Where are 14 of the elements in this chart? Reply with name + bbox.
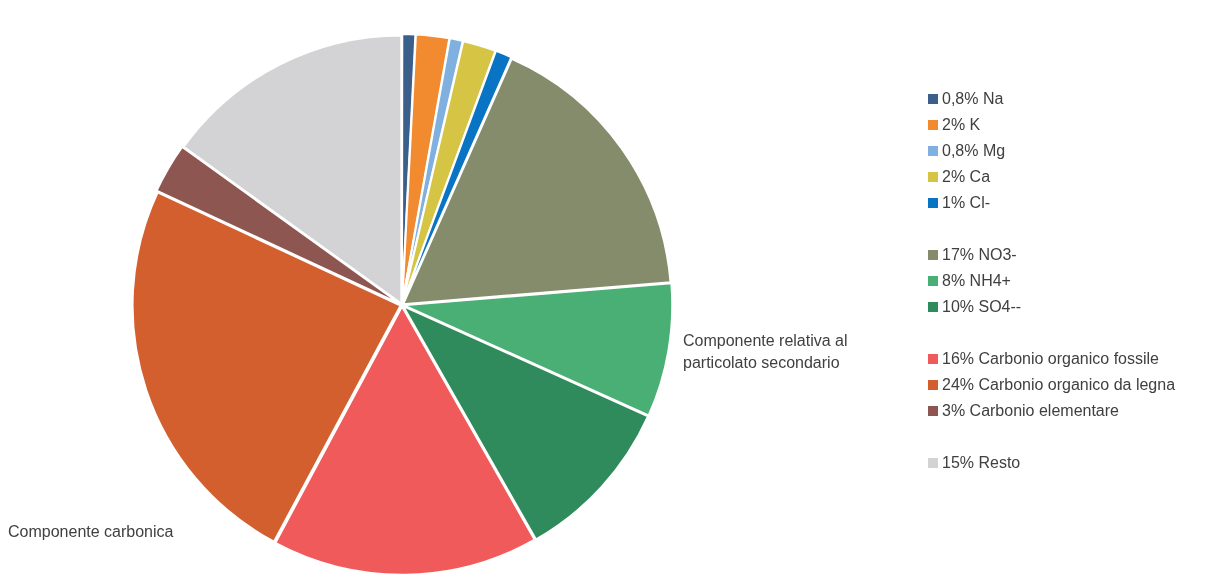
legend-label: 3% Carbonio elementare bbox=[942, 401, 1119, 421]
legend-label: 10% SO4-- bbox=[942, 297, 1022, 317]
legend-label: 17% NO3- bbox=[942, 245, 1017, 265]
legend-label: 0,8% Na bbox=[942, 89, 1004, 109]
legend-label: 8% NH4+ bbox=[942, 271, 1011, 291]
text: Componente relativa al particolato secondario bbox=[683, 331, 849, 373]
legend-label: 24% Carbonio organico da legna bbox=[942, 375, 1176, 395]
legend-label: 16% Carbonio organico fossile bbox=[942, 349, 1160, 369]
legend-label: 2% Ca bbox=[942, 167, 991, 187]
legend-label: 15% Resto bbox=[942, 453, 1021, 473]
legend-label: 2% K bbox=[942, 115, 981, 135]
legend-label: 0,8% Mg bbox=[942, 141, 1006, 161]
text: Componente carbonica bbox=[8, 522, 175, 542]
legend-label: 1% Cl- bbox=[942, 193, 991, 213]
